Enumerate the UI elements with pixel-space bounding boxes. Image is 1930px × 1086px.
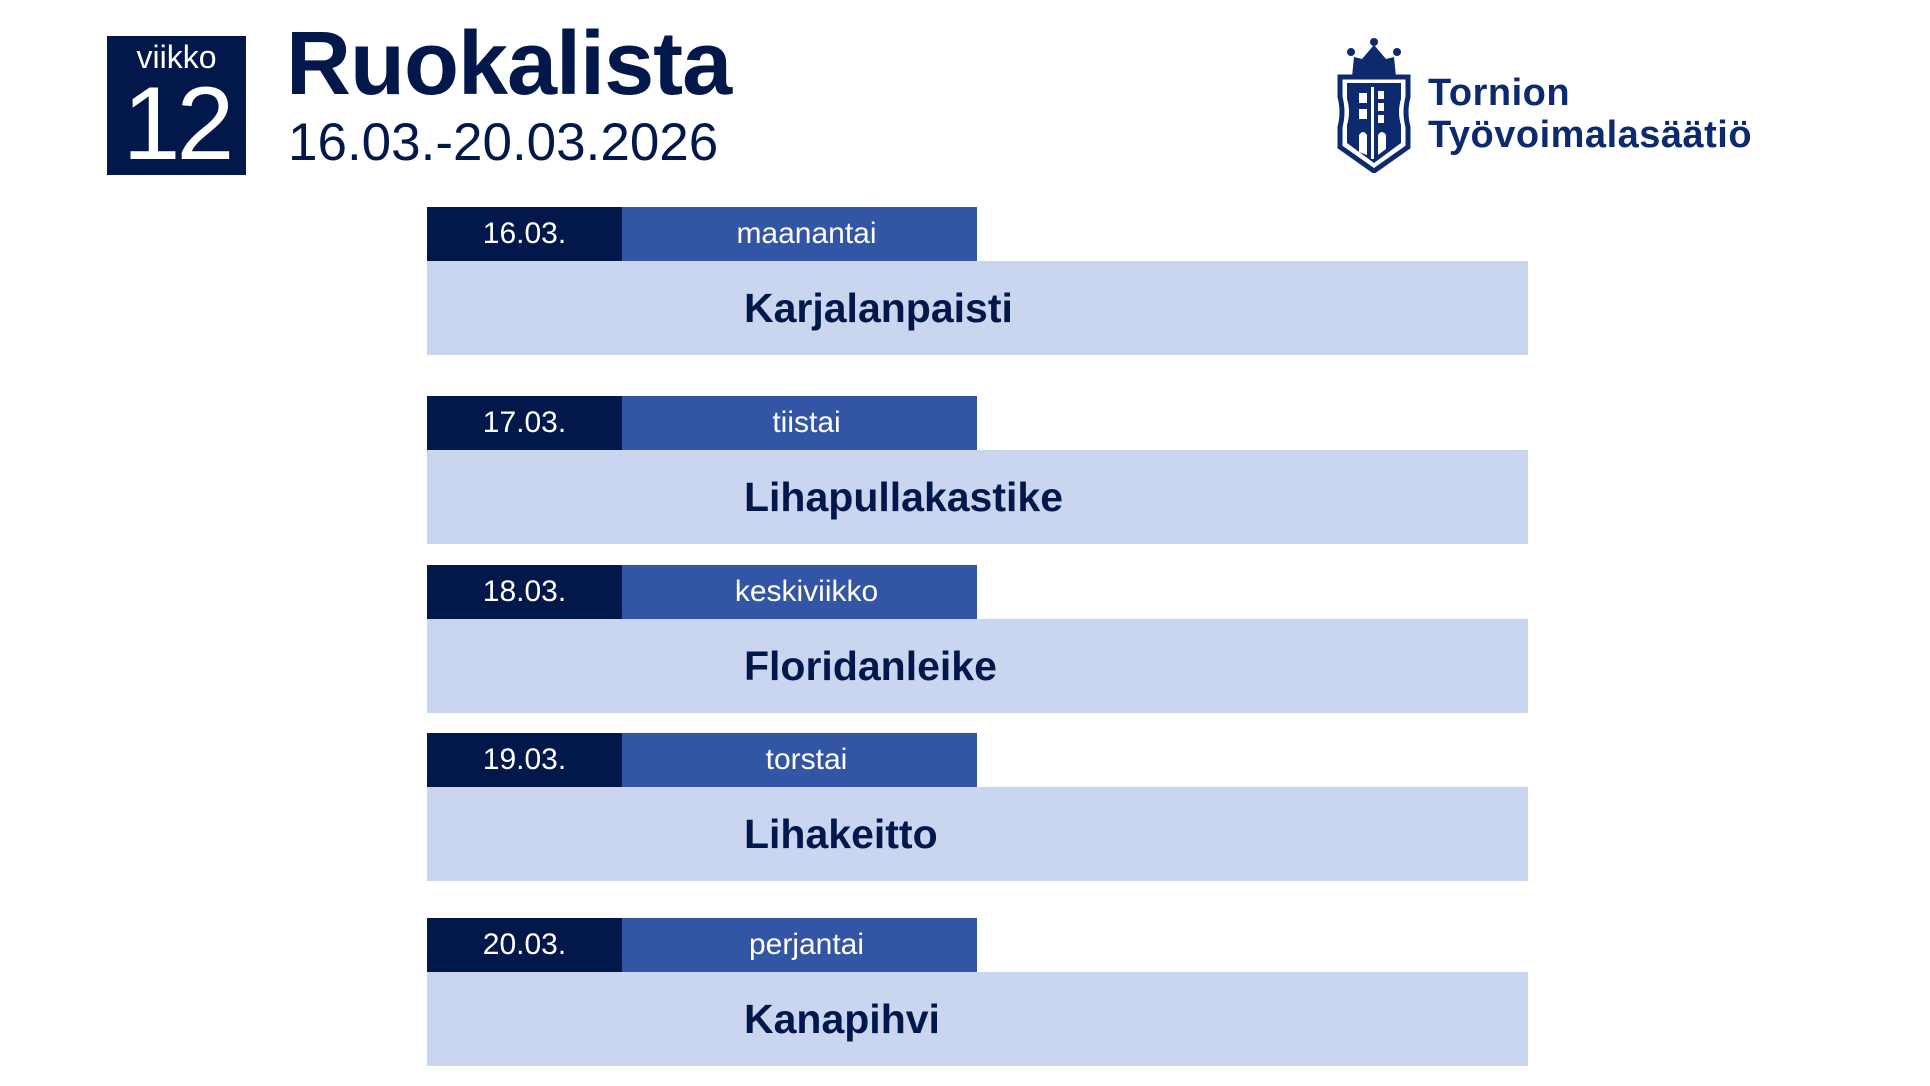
- week-number: 12: [122, 66, 235, 182]
- day-date: 20.03.: [427, 918, 622, 972]
- day-weekday: maanantai: [622, 207, 977, 261]
- logo-text-line1: Tornion: [1428, 72, 1571, 114]
- dish-name: Floridanleike: [744, 643, 997, 689]
- dish-name: Lihapullakastike: [744, 474, 1064, 520]
- dish-name: Kanapihvi: [744, 996, 940, 1042]
- castle-shield-icon: [1337, 38, 1411, 173]
- day-weekday: keskiviikko: [622, 565, 977, 619]
- week-badge: viikko 12: [107, 36, 246, 182]
- day-date: 16.03.: [427, 207, 622, 261]
- dish-box: Floridanleike: [427, 619, 1528, 713]
- day-date: 18.03.: [427, 565, 622, 619]
- day-weekday: tiistai: [622, 396, 977, 450]
- dish-box: Lihapullakastike: [427, 450, 1528, 544]
- day-weekday: torstai: [622, 733, 977, 787]
- organization-logo: Tornion Työvoimalasäätiö: [1334, 37, 1834, 173]
- day-date: 19.03.: [427, 733, 622, 787]
- day-weekday: perjantai: [622, 918, 977, 972]
- dish-box: Kanapihvi: [427, 972, 1528, 1066]
- day-date: 17.03.: [427, 396, 622, 450]
- logo-text-line2: Työvoimalasäätiö: [1428, 114, 1753, 156]
- dish-name: Lihakeitto: [744, 811, 938, 857]
- week-label: viikko: [136, 39, 217, 75]
- dish-box: Lihakeitto: [427, 787, 1528, 881]
- dish-name: Karjalanpaisti: [744, 285, 1013, 331]
- page-title: Ruokalista: [286, 14, 732, 114]
- date-range: 16.03.-20.03.2026: [288, 113, 719, 172]
- dish-box: Karjalanpaisti: [427, 261, 1528, 355]
